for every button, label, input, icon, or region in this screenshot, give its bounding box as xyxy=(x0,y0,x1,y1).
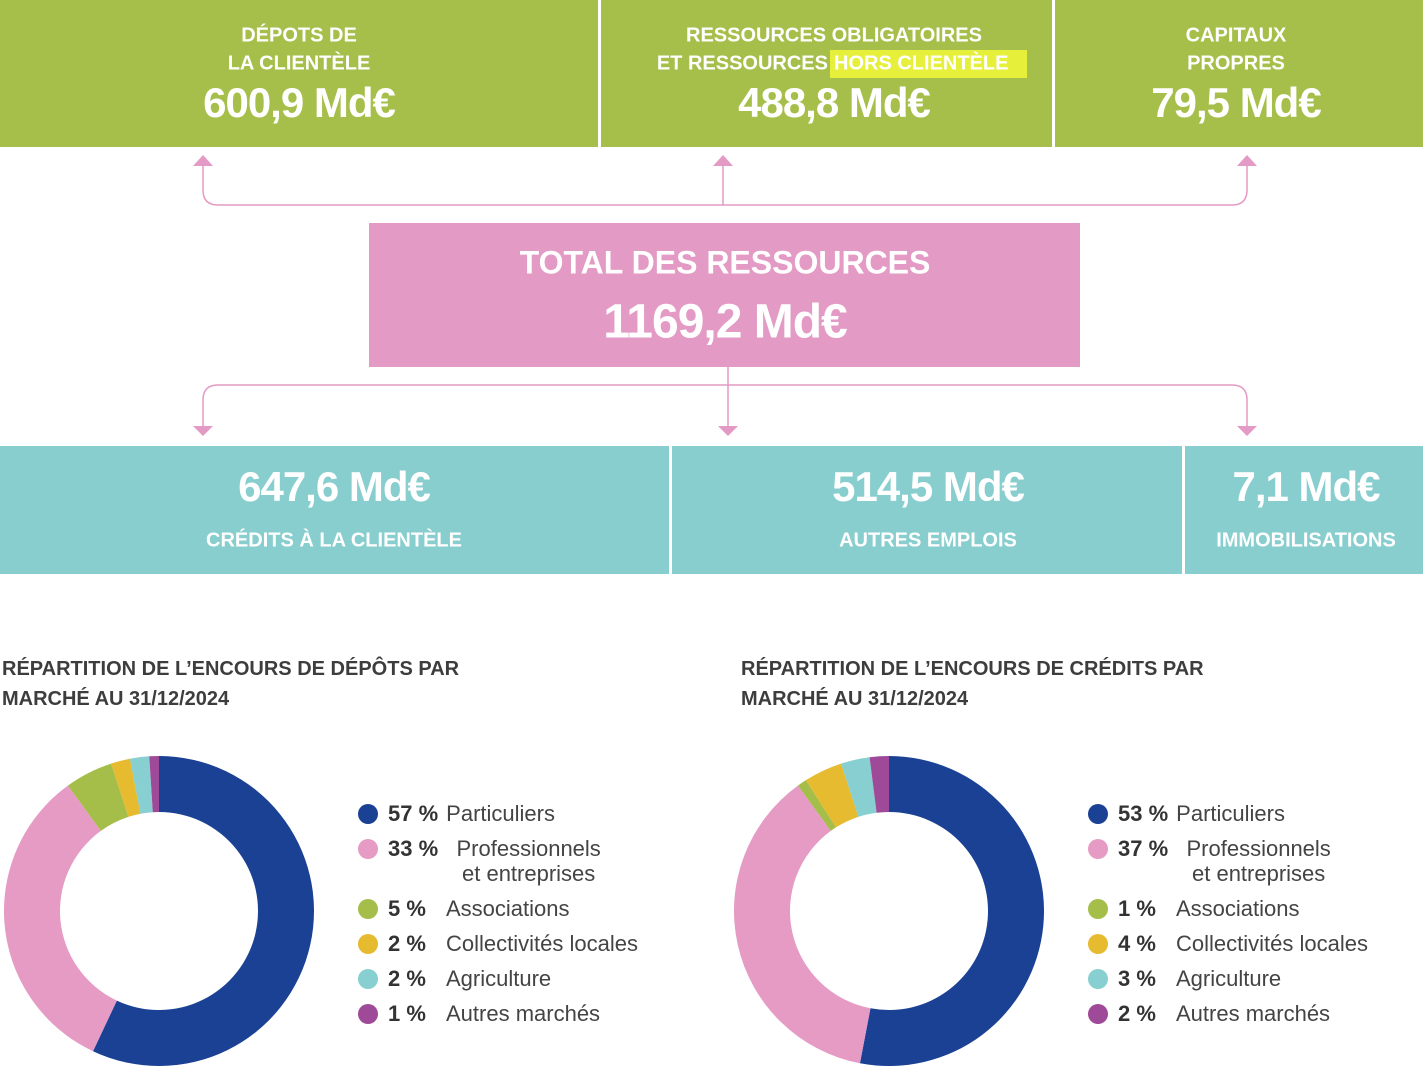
legend-item: 1 % Autres marchés xyxy=(358,1001,638,1026)
legend-value: 33 % xyxy=(388,836,439,861)
use-label: IMMOBILISATIONS xyxy=(1216,529,1396,551)
legend-swatch xyxy=(358,839,378,859)
legend-item: 57 % Particuliers xyxy=(358,801,638,826)
legend: 53 % Particuliers 37 % Professionnels et en… xyxy=(1088,801,1368,1026)
legend: 57 % Particuliers 33 % Professionnels et en… xyxy=(358,801,638,1026)
chart-title: RÉPARTITION DE L’ENCOURS DE CRÉDITS PAR … xyxy=(741,658,1204,710)
donut-slice xyxy=(841,757,877,817)
legend-swatch xyxy=(1088,969,1108,989)
legend-swatch xyxy=(358,969,378,989)
legend-label: Autres marchés xyxy=(446,1001,601,1026)
resource-label: RESSOURCES OBLIGATOIRES xyxy=(686,24,982,46)
legend-item: 2 % Autres marchés xyxy=(1088,1001,1368,1026)
donut-slice xyxy=(797,780,836,831)
legend-value: 2 % xyxy=(388,966,426,991)
legend-item: 4 % Collectivités locales xyxy=(1088,931,1368,956)
legend-value: 57 % xyxy=(388,801,439,826)
legend-item: 3 % Agriculture xyxy=(1088,966,1368,991)
highlight xyxy=(830,50,1027,78)
legend-swatch xyxy=(1088,1004,1108,1024)
legend-value: 53 % xyxy=(1118,801,1169,826)
legend-label: Agriculture xyxy=(446,966,552,991)
legend-value: 37 % xyxy=(1118,836,1169,861)
legend-value: 3 % xyxy=(1118,966,1156,991)
resource-label: LA CLIENTÈLE xyxy=(228,51,371,74)
resource-label: DÉPOTS DE xyxy=(241,23,357,46)
use-box xyxy=(0,446,669,574)
resource-label: CAPITAUX xyxy=(1186,24,1287,46)
donut-slice xyxy=(111,758,141,817)
legend-swatch xyxy=(1088,804,1108,824)
donut-slice xyxy=(4,785,117,1052)
donut-slice xyxy=(149,756,159,813)
donut-slice xyxy=(93,756,314,1066)
legend-label: Collectivités locales xyxy=(446,931,638,956)
use-label: AUTRES EMPLOIS xyxy=(839,529,1017,551)
legend-label: Particuliers xyxy=(446,801,555,826)
legend-label: Autres marchés xyxy=(1176,1001,1331,1026)
legend-value: 1 % xyxy=(1118,896,1156,921)
use-value: 514,5 Md€ xyxy=(832,463,1024,510)
legend-swatch xyxy=(1088,839,1108,859)
donut-slice xyxy=(67,763,129,831)
arrowheads xyxy=(193,155,1257,436)
legend-item: 53 % Particuliers xyxy=(1088,801,1368,826)
legend-label: Professionnels et entreprises xyxy=(1186,836,1331,886)
use-box xyxy=(1185,446,1423,574)
donut-slice xyxy=(734,785,871,1064)
legend-value: 1 % xyxy=(388,1001,426,1026)
legend-item: 5 % Associations xyxy=(358,896,638,921)
legend-swatch xyxy=(1088,934,1108,954)
legend-label: Professionnels et entreprises xyxy=(456,836,601,886)
chart-title: RÉPARTITION DE L’ENCOURS DE DÉPÔTS PAR M… xyxy=(2,658,460,710)
connectors xyxy=(202,160,1248,432)
legend-label: Associations xyxy=(1176,896,1300,921)
legend-item: 2 % Agriculture xyxy=(358,966,638,991)
legend-value: 5 % xyxy=(388,896,426,921)
legend-item: 1 % Associations xyxy=(1088,896,1368,921)
legend-item: 2 % Collectivités locales xyxy=(358,931,638,956)
legend-swatch xyxy=(1088,899,1108,919)
use-box xyxy=(672,446,1182,574)
resource-label: PROPRES xyxy=(1187,52,1285,74)
legend-label: Associations xyxy=(446,896,570,921)
total-value: 1169,2 Md€ xyxy=(603,296,847,349)
resource-value: 79,5 Md€ xyxy=(1151,79,1321,126)
use-value: 647,6 Md€ xyxy=(238,463,430,510)
use-label: CRÉDITS À LA CLIENTÈLE xyxy=(206,528,462,551)
legend-value: 4 % xyxy=(1118,931,1156,956)
legend-swatch xyxy=(358,1004,378,1024)
donut-slice xyxy=(869,756,889,813)
donut-slice xyxy=(859,756,1045,1066)
resource-label-highlight: HORS CLIENTÈLE xyxy=(834,51,1008,74)
legend-label: Particuliers xyxy=(1176,801,1285,826)
legend-label: Collectivités locales xyxy=(1176,931,1368,956)
legend-value: 2 % xyxy=(388,931,426,956)
resource-label: ET RESSOURCES xyxy=(657,52,828,74)
resource-box xyxy=(0,0,598,147)
legend-label: Agriculture xyxy=(1176,966,1282,991)
legend-swatch xyxy=(358,899,378,919)
donut-slice xyxy=(805,763,859,828)
donut-slice xyxy=(129,756,153,814)
legend-swatch xyxy=(358,804,378,824)
resource-value: 600,9 Md€ xyxy=(203,79,395,126)
resource-box xyxy=(1055,0,1423,147)
legend-swatch xyxy=(358,934,378,954)
total-label: TOTAL DES RESSOURCES xyxy=(520,244,931,280)
legend-value: 2 % xyxy=(1118,1001,1156,1026)
use-value: 7,1 Md€ xyxy=(1232,463,1380,510)
total-box xyxy=(369,223,1080,367)
resource-value: 488,8 Md€ xyxy=(738,79,930,126)
legend-item: 37 % Professionnels et entreprises xyxy=(1088,836,1368,886)
legend-item: 33 % Professionnels et entreprises xyxy=(358,836,638,886)
